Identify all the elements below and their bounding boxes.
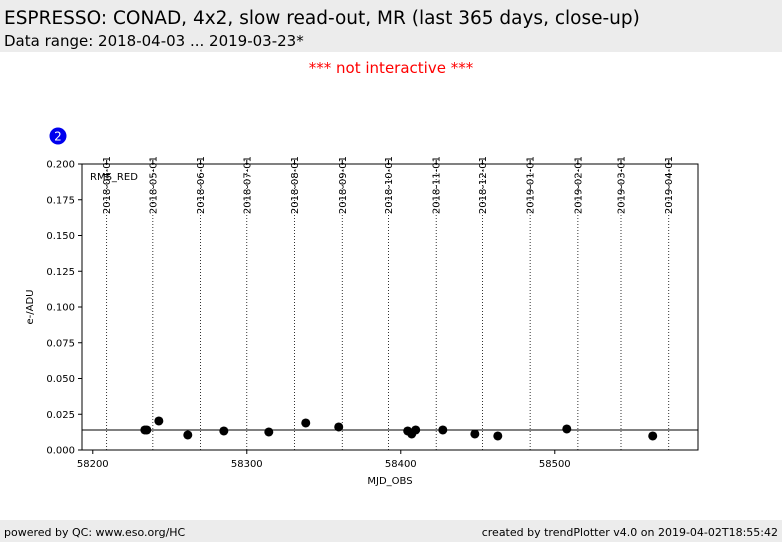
data-point [470,429,480,439]
top-tick-label: 2018-08-01 [290,156,301,214]
data-point [301,418,311,428]
data-point [411,425,421,435]
y-tick-label: 0.100 [46,303,75,314]
footer-left: powered by QC: www.eso.org/HC [4,526,186,539]
panel-label: RMS_RED [90,172,138,183]
top-tick-label: 2018-04-01 [102,156,113,214]
y-tick-label: 0.175 [46,195,75,206]
x-tick-label: 58500 [539,459,571,470]
y-tick-label: 0.050 [46,374,75,385]
badge [49,127,67,145]
notice: *** not interactive *** [309,59,474,77]
x-tick-label: 58200 [77,459,109,470]
footer-right: created by trendPlotter v4.0 on 2019-04-… [482,526,778,539]
x-axis-label: MJD_OBS [367,476,412,487]
x-tick-label: 58300 [231,459,263,470]
y-tick-label: 0.125 [46,267,75,278]
top-tick-label: 2018-11-01 [432,156,443,214]
y-tick-label: 0.200 [46,160,75,171]
data-point [264,427,274,437]
top-tick-label: 2018-10-01 [384,156,395,214]
page-title: ESPRESSO: CONAD, 4x2, slow read-out, MR … [4,8,640,29]
top-tick-label: 2018-06-01 [196,156,207,214]
data-point [154,416,164,426]
top-tick-label: 2018-12-01 [478,156,489,214]
data-point [493,431,503,441]
top-tick-label: 2019-04-01 [664,156,675,214]
top-tick-label: 2018-07-01 [242,156,253,214]
page-subtitle: Data range: 2018-04-03 ... 2019-03-23* [4,32,304,50]
x-tick-label: 58400 [385,459,417,470]
top-tick-label: 2018-09-01 [338,156,349,214]
y-tick-label: 0.075 [46,338,75,349]
data-point [562,424,572,434]
footer-band [0,520,782,542]
y-tick-label: 0.025 [46,410,75,421]
top-tick-label: 2018-05-01 [148,156,159,214]
top-tick-label: 2019-02-01 [573,156,584,214]
data-point [648,431,658,441]
header-band [0,0,782,52]
data-point [183,430,193,440]
data-point [334,422,344,432]
y-tick-label: 0.150 [46,231,75,242]
data-point [438,425,448,435]
top-tick-label: 2019-03-01 [617,156,628,214]
y-tick-label: 0.000 [46,446,75,457]
badge-label: 2 [54,130,62,144]
y-axis-label: e-/ADU [25,290,36,325]
data-point [219,426,229,436]
plot-frame [81,163,699,451]
data-point [142,425,152,435]
top-tick-label: 2019-01-01 [526,156,537,214]
